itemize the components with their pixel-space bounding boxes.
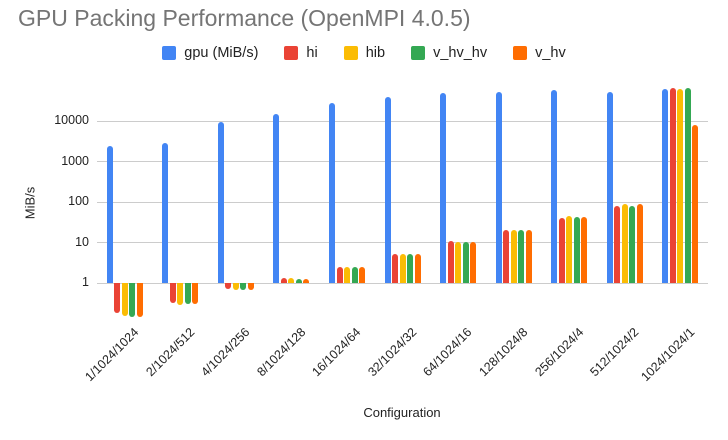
legend-swatch-hib bbox=[343, 46, 358, 60]
bar-v-hv-4-1024-256[interactable] bbox=[247, 282, 254, 290]
bar-v-hv-hv-128-1024-8[interactable] bbox=[518, 230, 525, 283]
bar-v-hv-256-1024-4[interactable] bbox=[581, 216, 588, 283]
x-axis-title: Configuration bbox=[363, 405, 441, 420]
x-tick-label-1024-1024-1: 1024/1024/1 bbox=[638, 325, 698, 385]
legend-label-hi: hi bbox=[306, 45, 318, 61]
bar-gpu-mib-s-1024-1024-1[interactable] bbox=[662, 89, 669, 283]
bar-v-hv-512-1024-2[interactable] bbox=[636, 203, 643, 283]
x-tick-label-256-1024-4: 256/1024/4 bbox=[531, 325, 587, 380]
bar-v-hv-32-1024-32[interactable] bbox=[414, 253, 421, 283]
chart-title: GPU Packing Performance (OpenMPI 4.0.5) bbox=[18, 5, 471, 31]
y-tick-label-100: 100 bbox=[68, 194, 89, 209]
bar-hi-128-1024-8[interactable] bbox=[503, 230, 510, 283]
legend-item-v-hv[interactable]: v_hv bbox=[513, 45, 566, 61]
bar-v-hv-hv-1-1024-1024[interactable] bbox=[129, 282, 136, 318]
bar-gpu-mib-s-64-1024-16[interactable] bbox=[440, 93, 446, 283]
bar-hib-1024-1024-1[interactable] bbox=[677, 89, 684, 283]
bar-v-hv-2-1024-512[interactable] bbox=[192, 282, 199, 305]
legend-label-hib: hib bbox=[365, 45, 386, 61]
x-tick-label-16-1024-64: 16/1024/64 bbox=[309, 325, 364, 380]
y-axis-title: MiB/s bbox=[22, 186, 38, 220]
bar-hib-8-1024-128[interactable] bbox=[288, 278, 295, 283]
bar-hib-1-1024-1024[interactable] bbox=[121, 282, 128, 317]
bar-gpu-mib-s-512-1024-2[interactable] bbox=[606, 91, 613, 283]
y-tick-label-10000: 10000 bbox=[54, 113, 89, 128]
bar-gpu-mib-s-32-1024-32[interactable] bbox=[384, 97, 391, 283]
y-tick-label-10: 10 bbox=[75, 234, 89, 249]
bar-v-hv-hv-4-1024-256[interactable] bbox=[240, 282, 247, 290]
bar-gpu-mib-s-2-1024-512[interactable] bbox=[162, 143, 169, 283]
bar-gpu-mib-s-4-1024-256[interactable] bbox=[217, 121, 224, 283]
bar-hi-256-1024-4[interactable] bbox=[558, 217, 565, 283]
bar-hi-8-1024-128[interactable] bbox=[280, 278, 287, 283]
bar-v-hv-128-1024-8[interactable] bbox=[525, 230, 532, 283]
legend-label-v-hv-hv: v_hv_hv bbox=[433, 45, 488, 61]
x-tick-label-512-1024-2: 512/1024/2 bbox=[587, 325, 642, 380]
legend-item-hi[interactable]: hi bbox=[284, 45, 318, 61]
bar-v-hv-hv-8-1024-128[interactable] bbox=[295, 278, 302, 283]
legend-label-gpu-mib-s: gpu (MiB/s) bbox=[184, 45, 259, 61]
legend-item-v-hv-hv[interactable]: v_hv_hv bbox=[411, 45, 487, 61]
bar-hib-64-1024-16[interactable] bbox=[455, 241, 461, 283]
bar-gpu-mib-s-1-1024-1024[interactable] bbox=[106, 145, 113, 283]
x-tick-label-128-1024-8: 128/1024/8 bbox=[476, 325, 531, 380]
gridline-1 bbox=[97, 282, 708, 284]
legend: gpu (MiB/s) hi hib v_hv_hv v_hv bbox=[0, 45, 728, 61]
bar-hib-2-1024-512[interactable] bbox=[177, 282, 184, 306]
x-tick-label-8-1024-128: 8/1024/128 bbox=[254, 325, 309, 380]
bar-v-hv-1-1024-1024[interactable] bbox=[136, 282, 143, 318]
bar-v-hv-hv-1024-1024-1[interactable] bbox=[684, 88, 691, 283]
bar-hib-4-1024-256[interactable] bbox=[232, 282, 239, 290]
legend-swatch-hi bbox=[284, 46, 299, 60]
legend-swatch-v-hv-hv bbox=[411, 46, 426, 60]
bar-hi-1024-1024-1[interactable] bbox=[669, 87, 676, 283]
bar-v-hv-hv-512-1024-2[interactable] bbox=[629, 205, 636, 283]
gridline-100 bbox=[97, 201, 708, 203]
bar-gpu-mib-s-128-1024-8[interactable] bbox=[495, 91, 502, 283]
bar-v-hv-1024-1024-1[interactable] bbox=[692, 125, 699, 283]
bar-v-hv-16-1024-64[interactable] bbox=[359, 266, 365, 283]
bar-hib-32-1024-32[interactable] bbox=[399, 254, 406, 283]
x-tick-label-32-1024-32: 32/1024/32 bbox=[365, 325, 420, 380]
bar-hi-4-1024-256[interactable] bbox=[225, 282, 232, 290]
x-tick-label-1-1024-1024: 1/1024/1024 bbox=[82, 325, 142, 385]
bar-hib-128-1024-8[interactable] bbox=[510, 230, 517, 283]
bar-v-hv-hv-64-1024-16[interactable] bbox=[462, 241, 469, 283]
legend-item-gpu-mib-s[interactable]: gpu (MiB/s) bbox=[162, 45, 258, 61]
bar-hib-16-1024-64[interactable] bbox=[344, 267, 350, 283]
bar-hib-256-1024-4[interactable] bbox=[566, 216, 573, 283]
bar-v-hv-hv-32-1024-32[interactable] bbox=[407, 254, 413, 283]
x-tick-label-2-1024-512: 2/1024/512 bbox=[143, 325, 198, 380]
bar-v-hv-hv-2-1024-512[interactable] bbox=[184, 282, 191, 305]
bar-gpu-mib-s-8-1024-128[interactable] bbox=[273, 114, 280, 283]
bar-v-hv-hv-256-1024-4[interactable] bbox=[573, 217, 580, 283]
legend-item-hib[interactable]: hib bbox=[343, 45, 386, 61]
bar-gpu-mib-s-256-1024-4[interactable] bbox=[551, 90, 558, 283]
bar-hi-16-1024-64[interactable] bbox=[336, 266, 343, 283]
bar-v-hv-64-1024-16[interactable] bbox=[470, 241, 476, 283]
legend-swatch-gpu-mib-s bbox=[162, 46, 177, 60]
bar-hi-512-1024-2[interactable] bbox=[614, 205, 621, 283]
y-tick-label-1: 1 bbox=[82, 275, 89, 290]
bar-hi-2-1024-512[interactable] bbox=[169, 282, 176, 304]
gridline-10000 bbox=[97, 120, 708, 122]
bar-gpu-mib-s-16-1024-64[interactable] bbox=[329, 102, 335, 283]
bar-hi-64-1024-16[interactable] bbox=[447, 241, 454, 283]
gridline-1000 bbox=[97, 161, 708, 163]
bar-hi-32-1024-32[interactable] bbox=[392, 253, 398, 283]
legend-swatch-v-hv bbox=[513, 46, 528, 60]
x-tick-label-64-1024-16: 64/1024/16 bbox=[420, 325, 475, 380]
bar-hib-512-1024-2[interactable] bbox=[621, 204, 628, 283]
y-tick-label-1000: 1000 bbox=[61, 153, 89, 168]
legend-label-v-hv: v_hv bbox=[535, 45, 566, 61]
bar-hi-1-1024-1024[interactable] bbox=[114, 282, 121, 313]
x-tick-label-4-1024-256: 4/1024/256 bbox=[198, 325, 253, 380]
bar-v-hv-hv-16-1024-64[interactable] bbox=[351, 266, 358, 283]
bar-v-hv-8-1024-128[interactable] bbox=[303, 278, 310, 283]
gridline-10 bbox=[97, 242, 708, 244]
